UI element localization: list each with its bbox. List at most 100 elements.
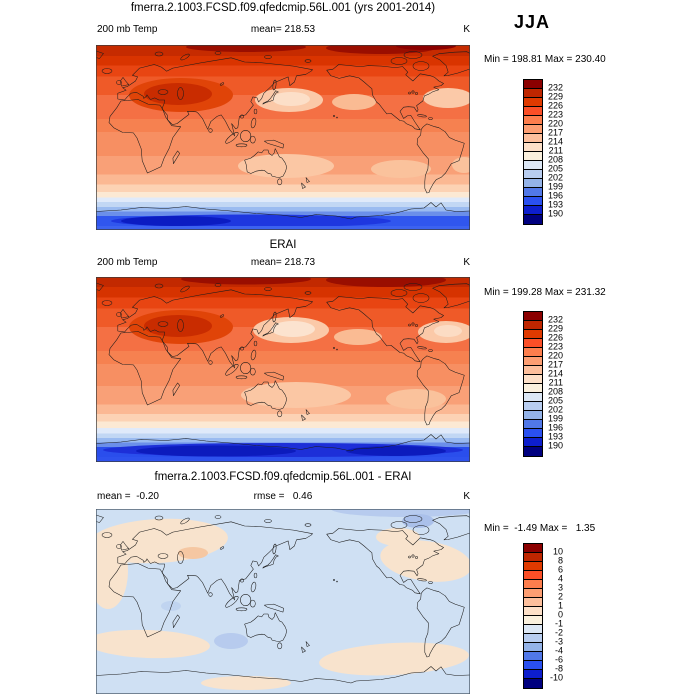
colorbar-cell — [524, 312, 542, 321]
colorbar-tick-label: 0 — [557, 609, 563, 620]
colorbar-tick-label: 196 — [547, 422, 563, 433]
colorbar-tick-label: 220 — [547, 118, 563, 129]
colorbar-cell — [524, 447, 542, 456]
colorbar-cell — [524, 562, 542, 571]
colorbar-cell — [524, 80, 542, 89]
colorbar-tick-label: 205 — [547, 163, 563, 174]
panel3-rmse-label: rmse = 0.46 — [253, 491, 313, 502]
colorbar-cell — [524, 116, 542, 125]
colorbar-cell — [524, 161, 542, 170]
panel1-colorbar-ticks: 232 229 226 223 220 217 214 211 208 205 202 199 196 1… — [547, 79, 563, 223]
colorbar-tick-label: 214 — [547, 368, 563, 379]
colorbar-tick-label: 193 — [547, 431, 563, 442]
panel3-colorbar — [523, 543, 543, 689]
colorbar-cell — [524, 544, 542, 553]
colorbar-tick-label: 196 — [547, 190, 563, 201]
panel1-mean-label: mean= 218.53 — [250, 24, 316, 35]
colorbar-cell — [524, 670, 542, 679]
colorbar-cell — [524, 348, 542, 357]
colorbar-cell — [524, 384, 542, 393]
colorbar-cell — [524, 107, 542, 116]
colorbar-cell — [524, 134, 542, 143]
colorbar-cell — [524, 375, 542, 384]
colorbar-tick-label: 208 — [547, 154, 563, 165]
colorbar-cell — [524, 125, 542, 134]
colorbar-cell — [524, 625, 542, 634]
colorbar-tick-label: 223 — [547, 341, 563, 352]
colorbar-tick-label: 193 — [547, 199, 563, 210]
colorbar-cell — [524, 170, 542, 179]
colorbar-tick-label: 223 — [547, 109, 563, 120]
colorbar-tick-label: -6 — [554, 654, 563, 665]
colorbar-cell — [524, 152, 542, 161]
panel2-colorbar-ticks: 232 229 226 223 220 217 214 211 208 205 202 199 196 1… — [547, 311, 563, 455]
map-difference — [96, 509, 470, 694]
panel2-minmax-label: Min = 199.28 Max = 231.32 — [484, 287, 606, 298]
colorbar-tick-label: 205 — [547, 395, 563, 406]
colorbar-cell — [524, 580, 542, 589]
panel1-units-label: K — [463, 24, 470, 35]
panel3-title: fmerra.2.1003.FCSD.f09.qfedcmip.56L.001 … — [154, 471, 412, 483]
colorbar-tick-label: 229 — [547, 323, 563, 334]
panel2-title: ERAI — [269, 239, 297, 251]
panel1-colorbar — [523, 79, 543, 225]
colorbar-cell — [524, 98, 542, 107]
panel2-variable-label: 200 mb Temp — [97, 257, 158, 268]
colorbar-cell — [524, 420, 542, 429]
colorbar-tick-label: -2 — [554, 627, 563, 638]
colorbar-tick-label: 220 — [547, 350, 563, 361]
colorbar-cell — [524, 330, 542, 339]
colorbar-tick-label: 232 — [547, 82, 563, 93]
colorbar-cell — [524, 643, 542, 652]
colorbar-tick-label: 202 — [547, 404, 563, 415]
colorbar-cell — [524, 197, 542, 206]
colorbar-tick-label: 232 — [547, 314, 563, 325]
colorbar-cell — [524, 402, 542, 411]
colorbar-tick-label: 226 — [547, 332, 563, 343]
colorbar-tick-label: 229 — [547, 91, 563, 102]
panel2-units-label: K — [463, 257, 470, 268]
panel1-minmax-label: Min = 198.81 Max = 230.40 — [484, 54, 606, 65]
panel3-mean-label: mean = -0.20 — [97, 491, 159, 502]
colorbar-cell — [524, 366, 542, 375]
colorbar-tick-label: 211 — [548, 377, 563, 388]
colorbar-cell — [524, 438, 542, 447]
colorbar-cell — [524, 339, 542, 348]
colorbar-cell — [524, 89, 542, 98]
colorbar-cell — [524, 206, 542, 215]
panel3-units-label: K — [463, 491, 470, 502]
map-model — [96, 45, 470, 230]
colorbar-cell — [524, 357, 542, 366]
colorbar-tick-label: 202 — [547, 172, 563, 183]
colorbar-cell — [524, 616, 542, 625]
colorbar-tick-label: 214 — [547, 136, 563, 147]
map-reference — [96, 277, 470, 462]
colorbar-tick-label: 6 — [557, 564, 563, 575]
colorbar-cell — [524, 634, 542, 643]
colorbar-cell — [524, 143, 542, 152]
colorbar-tick-label: 1 — [557, 600, 563, 611]
colorbar-cell — [524, 393, 542, 402]
colorbar-cell — [524, 607, 542, 616]
colorbar-tick-label: 8 — [557, 555, 563, 566]
colorbar-tick-label: 190 — [547, 440, 563, 451]
colorbar-tick-label: 217 — [547, 359, 563, 370]
colorbar-tick-label: 199 — [547, 181, 563, 192]
colorbar-tick-label: 208 — [547, 386, 563, 397]
colorbar-tick-label: 2 — [557, 591, 563, 602]
panel3-minmax-label: Min = -1.49 Max = 1.35 — [484, 523, 596, 534]
colorbar-tick-label: -3 — [554, 636, 563, 647]
colorbar-cell — [524, 661, 542, 670]
colorbar-cell — [524, 553, 542, 562]
colorbar-tick-label: -1 — [554, 618, 563, 629]
colorbar-tick-label: -8 — [554, 663, 563, 674]
colorbar-cell — [524, 571, 542, 580]
colorbar-tick-label: 217 — [547, 127, 563, 138]
colorbar-cell — [524, 215, 542, 224]
colorbar-cell — [524, 321, 542, 330]
colorbar-tick-label: 226 — [547, 100, 563, 111]
panel3-colorbar-ticks: 10 8 6 4 3 2 1 0 -1 -2 -3 -4 -6 -8 -10 — [547, 543, 563, 687]
colorbar-tick-label: -4 — [554, 645, 563, 656]
colorbar-cell — [524, 679, 542, 688]
